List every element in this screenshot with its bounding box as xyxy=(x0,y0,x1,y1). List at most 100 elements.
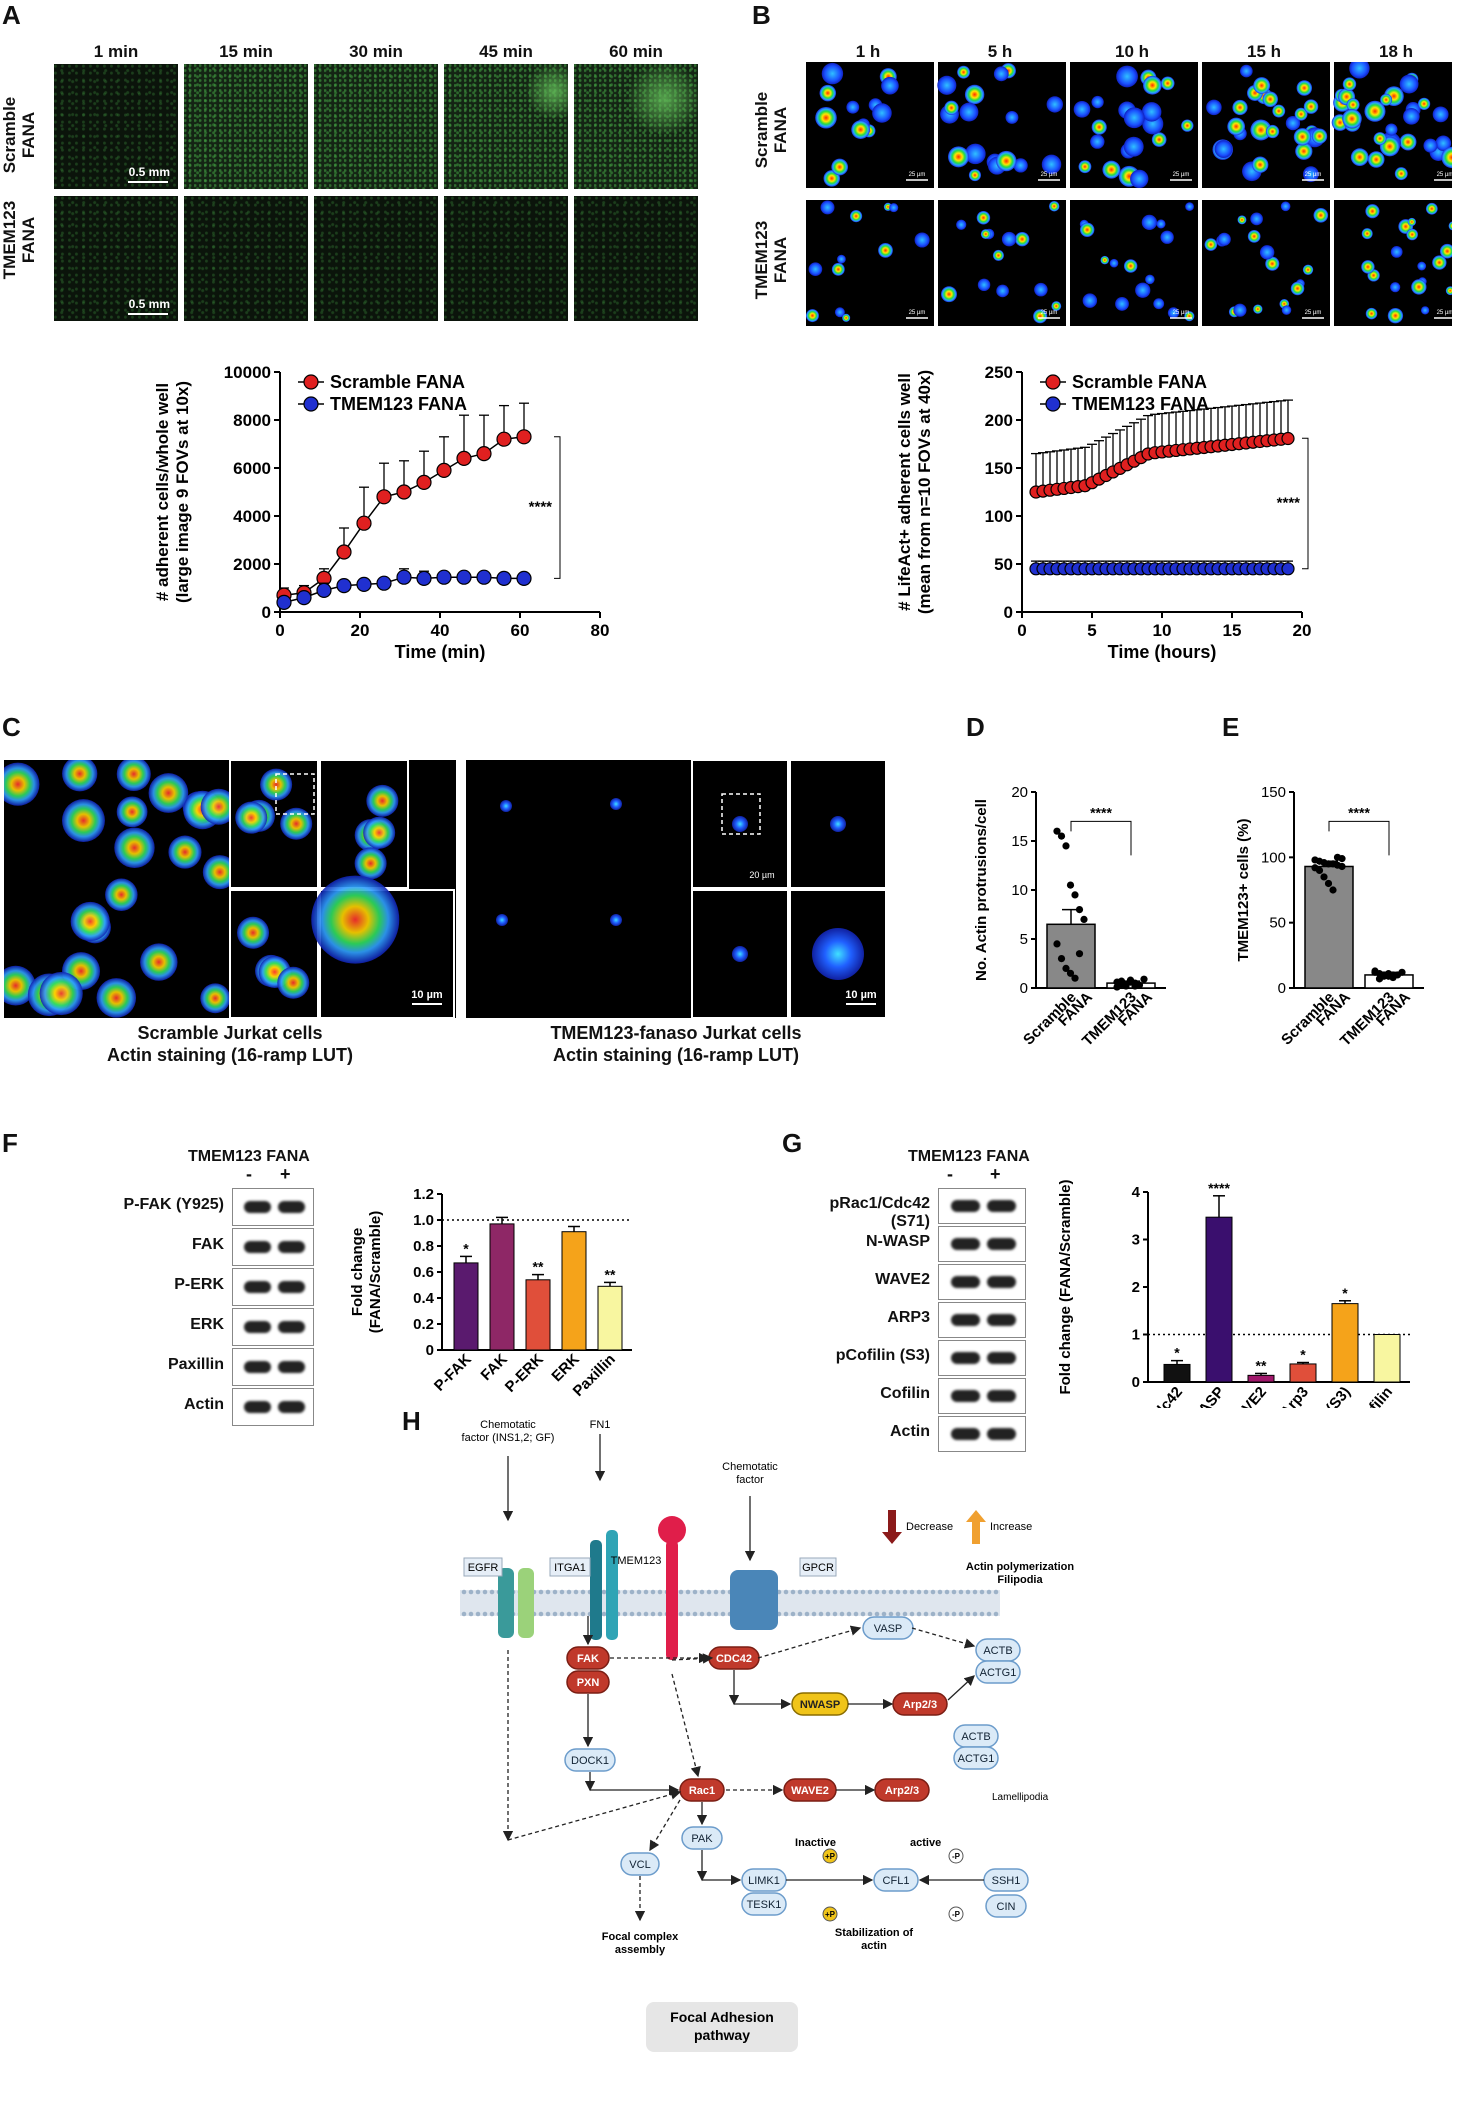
node-actg1-2: ACTG1 xyxy=(958,1753,995,1765)
cell-blob xyxy=(1280,201,1291,212)
label-itga1: ITGA1 xyxy=(554,1562,586,1574)
cell xyxy=(62,760,98,792)
data-point xyxy=(336,544,352,560)
label-egfr: EGFR xyxy=(468,1562,499,1574)
cell-blob xyxy=(1290,281,1305,296)
y-tick-label: 4000 xyxy=(233,507,271,526)
scale-bar-label: 0.5 mm xyxy=(128,165,170,179)
y-tick-label: 6000 xyxy=(233,459,271,478)
lipid-head xyxy=(832,1611,838,1617)
blot-strip xyxy=(232,1388,314,1426)
panel-label-e: E xyxy=(1222,712,1240,742)
tmem123-head xyxy=(658,1516,686,1544)
lipid-head xyxy=(902,1611,908,1617)
data-point xyxy=(1113,983,1121,991)
phospho-label: +P xyxy=(825,1852,836,1861)
cell-blob xyxy=(1005,110,1019,124)
cell-blob xyxy=(850,210,863,223)
bar xyxy=(561,1231,587,1351)
cell-blob xyxy=(956,219,967,230)
cell xyxy=(114,827,155,868)
cell-blob xyxy=(1151,132,1167,147)
cell-blob xyxy=(1123,107,1145,129)
cell-blob xyxy=(1390,282,1401,293)
chart-g: 0 1 2 3 4 Fold change (FANA/Scramble) * pRac1/C… xyxy=(1057,1179,1410,1408)
y-tick-label: 0.6 xyxy=(413,1264,434,1281)
lipid-head xyxy=(559,1611,565,1617)
micrograph xyxy=(574,64,698,189)
lipid-head xyxy=(867,1611,873,1617)
label-chemotactic-factor: factor (INS1,2; GF) xyxy=(462,1432,555,1444)
data-point xyxy=(276,594,292,610)
lipid-head xyxy=(580,1589,586,1595)
row-label-scramble: Scramble FANA xyxy=(0,96,38,174)
lipid-head xyxy=(993,1611,999,1617)
cell-blob xyxy=(1387,308,1404,324)
cell-blob xyxy=(1253,77,1271,94)
y-tick-label: 2000 xyxy=(233,555,271,574)
cell-blob xyxy=(1073,100,1091,118)
cell-blob xyxy=(1145,274,1155,285)
micrograph xyxy=(444,64,568,189)
bar xyxy=(1289,1363,1317,1383)
cell-blob xyxy=(1240,64,1253,78)
cell-blob xyxy=(1346,98,1360,112)
cell xyxy=(4,965,36,1006)
blot-strip xyxy=(232,1228,314,1266)
significance-label: **** xyxy=(529,499,553,516)
cell-blob xyxy=(1399,133,1417,151)
cell-blob xyxy=(980,229,991,240)
node-pak: PAK xyxy=(691,1833,713,1845)
blot-band xyxy=(244,1320,272,1334)
cell-blob xyxy=(1417,97,1431,110)
node-fak-shape xyxy=(566,1646,610,1670)
data-point xyxy=(1338,862,1346,871)
egfr-receptor xyxy=(498,1568,514,1638)
blot-label: P-FAK (Y925) xyxy=(123,1196,224,1213)
y-tick-label: 0 xyxy=(1004,603,1013,622)
row-label-tmem123: TMEM123 FANA xyxy=(752,220,790,300)
lipid-head xyxy=(636,1589,642,1595)
node-actg1-1-shape xyxy=(975,1660,1021,1684)
blot-label: Actin xyxy=(184,1396,224,1413)
panel-label-c: C xyxy=(2,712,21,742)
node-arp23-a: Arp2/3 xyxy=(903,1699,937,1711)
lipid-head xyxy=(881,1611,887,1617)
blot-label: WAVE2 xyxy=(875,1271,930,1288)
micrograph: 0.5 mm xyxy=(54,196,178,321)
blot-label: Cofilin xyxy=(880,1385,930,1402)
cell-blob xyxy=(1247,229,1261,243)
phospho-label: -P xyxy=(952,1910,961,1919)
data-point xyxy=(1057,832,1066,840)
cell-blob xyxy=(1102,160,1121,179)
phospho-circle xyxy=(822,1906,838,1922)
cell-blob xyxy=(1302,264,1314,275)
lipid-head xyxy=(482,1589,488,1595)
y-tick-label: 0 xyxy=(1132,1374,1140,1391)
cell xyxy=(200,788,237,825)
panel-label-a: A xyxy=(2,0,21,30)
x-tick-label: 10 xyxy=(1153,621,1172,640)
data-point xyxy=(436,462,452,479)
cell-blob xyxy=(834,307,845,318)
scale-bar-label: 25 µm xyxy=(909,172,926,178)
label-decrease: Decrease xyxy=(906,1521,953,1533)
cell-blob xyxy=(1367,151,1385,168)
lipid-head xyxy=(923,1611,929,1617)
y-tick-label: 0 xyxy=(426,1342,434,1359)
cell-blob xyxy=(1364,100,1386,122)
arrow xyxy=(649,1799,681,1852)
lipid-head xyxy=(685,1611,691,1617)
cell xyxy=(354,847,387,880)
data-point xyxy=(376,489,392,505)
blot-band xyxy=(277,1280,305,1294)
lipid-head xyxy=(650,1589,656,1595)
data-point xyxy=(1075,906,1084,914)
y-tick-label: 20 xyxy=(1011,784,1028,801)
lipid-head xyxy=(657,1611,663,1617)
label-chemotactic-factor-2: Chemotatic xyxy=(722,1461,778,1473)
blot-strip xyxy=(232,1308,314,1346)
arrow xyxy=(671,1673,701,1778)
zoom-box xyxy=(721,793,761,835)
